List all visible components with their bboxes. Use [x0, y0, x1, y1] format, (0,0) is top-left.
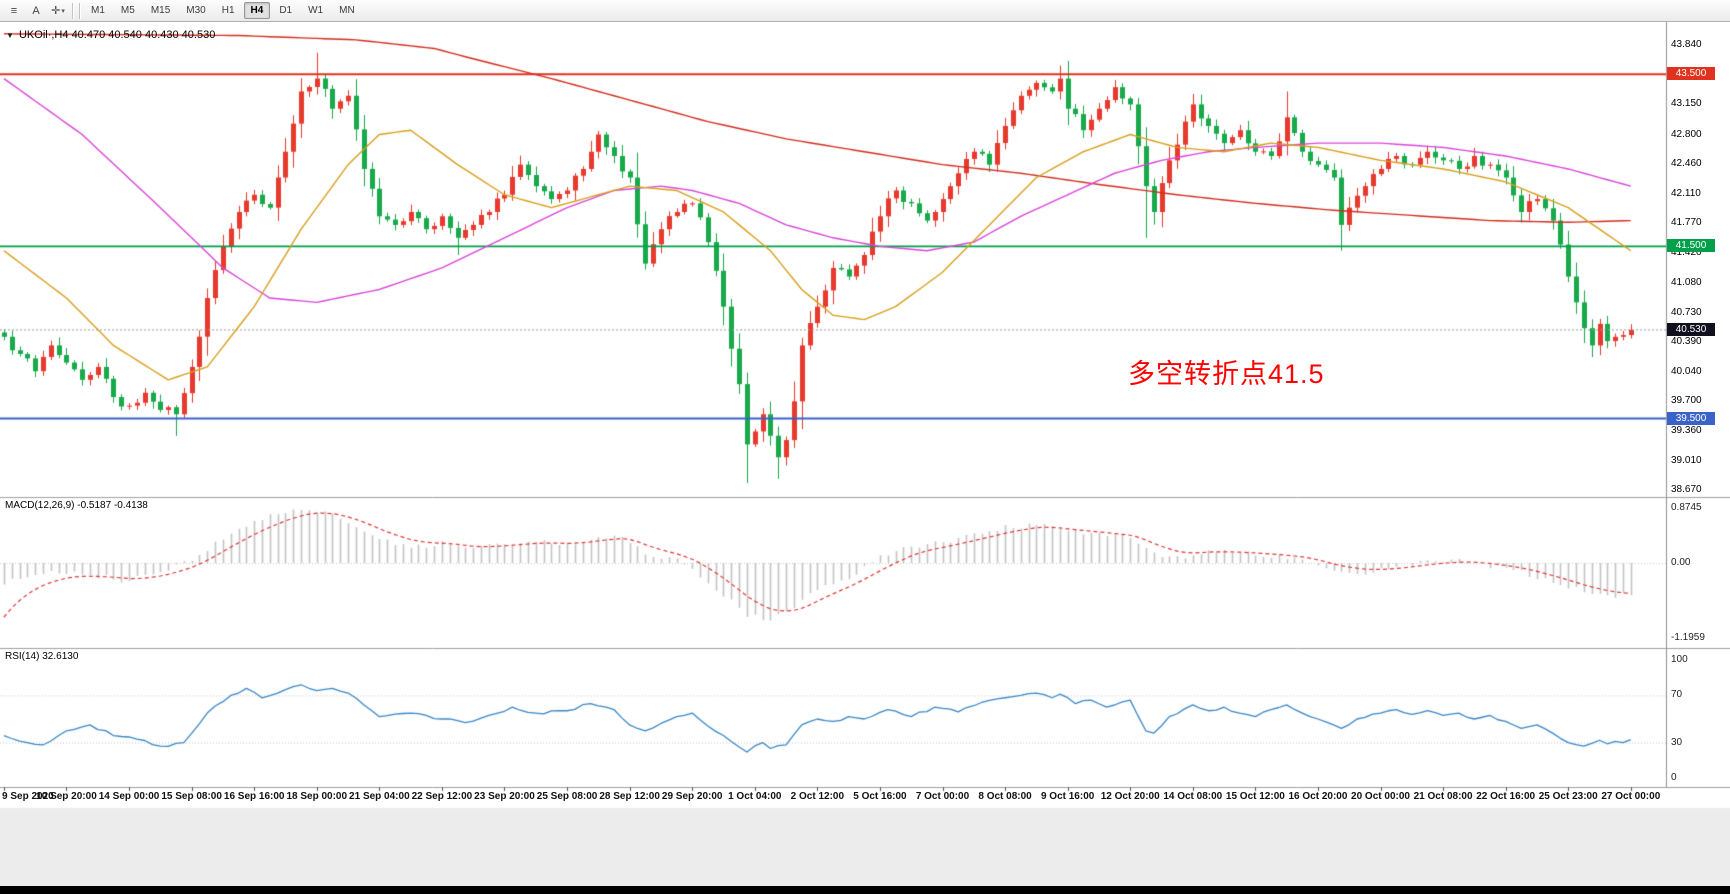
time-axis-label: 20 Oct 00:00 [1351, 791, 1410, 802]
chart-canvas[interactable] [0, 22, 1730, 886]
macd-indicator-label: MACD(12,26,9) -0.5187 -0.4138 [5, 500, 148, 511]
symbol-title: UKOil·,H4 [18, 29, 69, 41]
tf-button-W1[interactable]: W1 [301, 2, 330, 19]
price-tick-label: 43.150 [1671, 98, 1702, 110]
rsi-axis-label: 70 [1671, 689, 1683, 701]
tf-button-M1[interactable]: M1 [84, 2, 112, 19]
ohlc-values: 40.470 40.540 40.430 40.530 [71, 29, 216, 41]
macd-axis-label: 0.8745 [1671, 501, 1702, 513]
rsi-axis-label: 0 [1671, 772, 1677, 783]
toolbar-separator [72, 2, 73, 19]
time-axis-label: 5 Oct 16:00 [853, 791, 907, 802]
toolbar-separator [79, 2, 80, 19]
price-tick-label: 42.460 [1671, 157, 1702, 169]
macd-axis-label: -1.1959 [1671, 632, 1705, 644]
time-axis-label: 1 Oct 04:00 [728, 791, 782, 802]
time-axis-label: 21 Sep 04:00 [349, 791, 410, 802]
tf-button-M15[interactable]: M15 [144, 2, 177, 19]
time-axis-label: 14 Sep 00:00 [98, 791, 160, 802]
price-tick-label: 41.770 [1671, 217, 1702, 229]
time-axis-label: 29 Sep 20:00 [661, 791, 723, 802]
time-axis-label: 15 Sep 08:00 [161, 791, 222, 802]
chart-window: ▼ UKOil·,H4 40.470 40.540 40.430 40.530 … [0, 22, 1730, 886]
time-axis-label: 25 Oct 23:00 [1538, 791, 1598, 802]
price-badge-43.500: 43.500 [1667, 67, 1715, 81]
tf-button-M5[interactable]: M5 [114, 2, 142, 19]
time-axis-label: 16 Oct 20:00 [1288, 791, 1348, 802]
price-tick-label: 39.010 [1671, 454, 1702, 466]
text-tool-button[interactable]: A [25, 2, 47, 20]
time-axis-label: 2 Oct 12:00 [790, 791, 845, 802]
crosshair-icon: ✛ [51, 5, 61, 17]
price-tick-label: 39.360 [1671, 424, 1702, 436]
collapse-caret-icon: ▼ [6, 31, 14, 40]
time-axis-label: 28 Sep 12:00 [599, 791, 660, 802]
price-tick-label: 40.040 [1671, 366, 1702, 378]
time-axis-label: 14 Oct 08:00 [1163, 791, 1223, 802]
rsi-axis-label: 100 [1671, 654, 1688, 665]
tf-button-H1[interactable]: H1 [215, 2, 242, 19]
time-axis-label: 27 Oct 00:00 [1601, 791, 1661, 802]
price-tick-label: 41.420 [1671, 247, 1702, 259]
price-tick-label: 40.730 [1671, 306, 1702, 318]
tf-button-D1[interactable]: D1 [272, 2, 299, 19]
macd-axis-label: 0.00 [1671, 557, 1691, 568]
time-axis-label: 22 Sep 12:00 [411, 791, 473, 802]
current-price-badge: 40.530 [1667, 322, 1715, 336]
price-tick-label: 42.800 [1671, 128, 1702, 140]
time-axis-label: 12 Oct 20:00 [1100, 791, 1160, 802]
crosshair-tool-button[interactable]: ✛ ▾ [47, 2, 69, 20]
time-axis-label: 21 Oct 08:00 [1413, 791, 1473, 802]
price-tick-label: 41.080 [1671, 276, 1702, 288]
symbol-ohlc-label: ▼ UKOil·,H4 40.470 40.540 40.430 40.530 [6, 29, 215, 41]
price-tick-label: 40.390 [1671, 335, 1702, 347]
tf-button-M30[interactable]: M30 [179, 2, 212, 19]
price-badge-41.500: 41.500 [1667, 239, 1715, 253]
price-badge-39.500: 39.500 [1667, 411, 1715, 425]
rsi-axis-label: 30 [1671, 736, 1683, 748]
time-axis-label: 8 Oct 08:00 [978, 791, 1032, 802]
dropdown-caret-icon: ▾ [61, 7, 65, 15]
time-axis-label: 25 Sep 08:00 [536, 791, 598, 802]
price-tick-label: 38.670 [1671, 484, 1702, 495]
toolbar: ≡ A ✛ ▾ M1 M5 M15 M30 H1 H4 D1 W1 MN [0, 0, 1730, 22]
time-axis-label: 9 Oct 16:00 [1040, 791, 1095, 802]
rsi-indicator-label: RSI(14) 32.6130 [5, 651, 79, 662]
time-axis-label: 15 Oct 12:00 [1225, 791, 1285, 802]
time-axis-label: 7 Oct 00:00 [915, 791, 970, 802]
chart-list-button[interactable]: ≡ [3, 2, 25, 20]
time-axis-label: 9 Sep 2020 [2, 791, 54, 802]
price-tick-label: 39.700 [1671, 395, 1702, 407]
time-axis-label: 10 Sep 20:00 [36, 791, 97, 802]
tf-button-H4[interactable]: H4 [243, 2, 271, 19]
time-axis-label: 16 Sep 16:00 [223, 791, 285, 802]
timeframe-group: M1 M5 M15 M30 H1 H4 D1 W1 MN [83, 2, 363, 19]
time-axis-label: 18 Sep 00:00 [286, 791, 348, 802]
time-axis-label: 22 Oct 16:00 [1476, 791, 1536, 802]
tf-button-MN[interactable]: MN [332, 2, 362, 19]
price-tick-label: 42.110 [1671, 187, 1701, 199]
time-axis-label: 23 Sep 20:00 [474, 791, 535, 802]
chart-annotation-text: 多空转折点41.5 [1128, 359, 1325, 389]
price-tick-label: 43.840 [1671, 39, 1702, 50]
bottom-bar [0, 886, 1730, 894]
